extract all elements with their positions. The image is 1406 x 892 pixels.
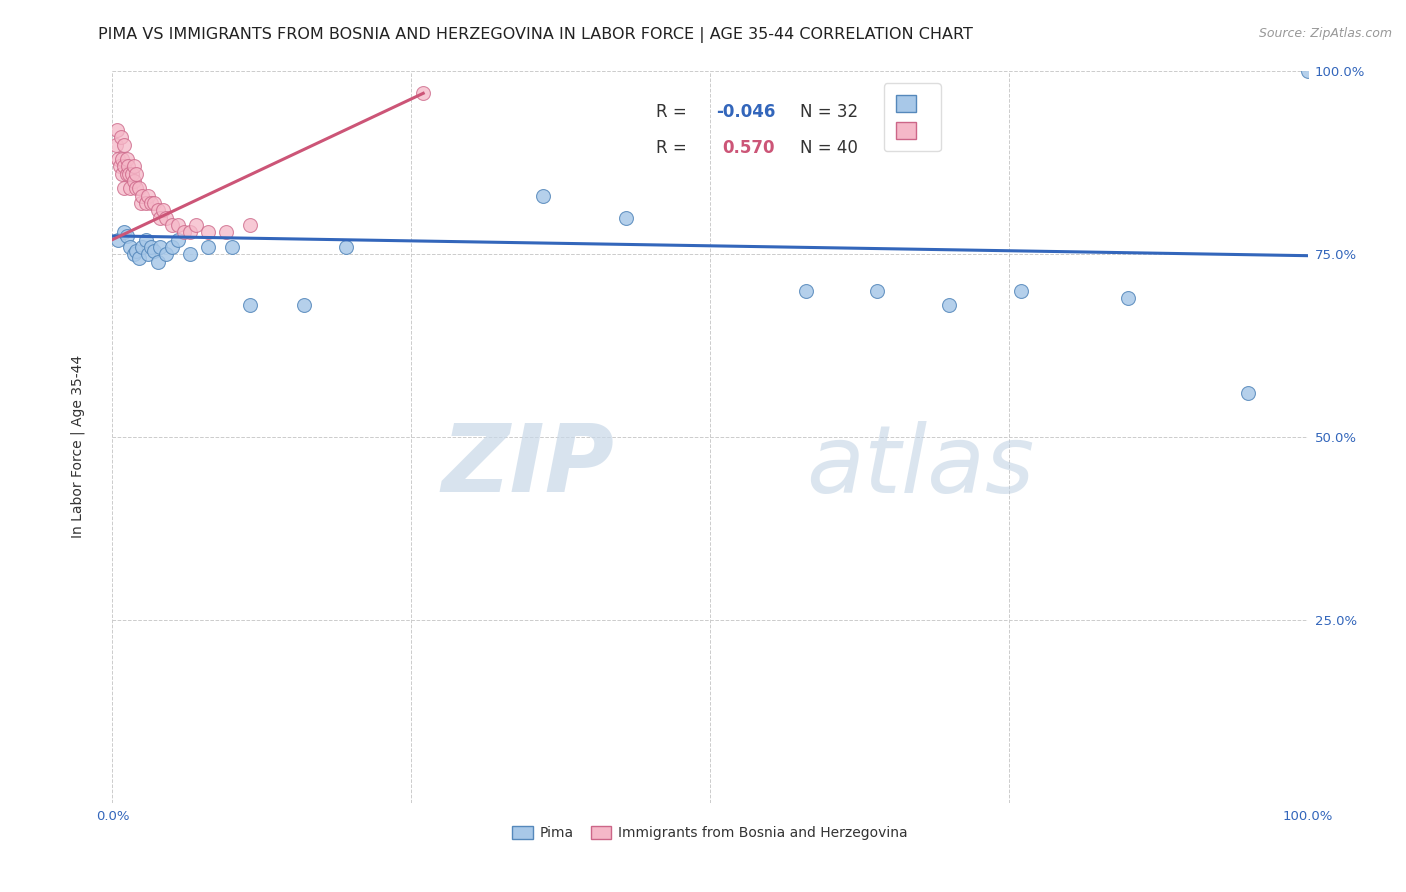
Point [186,218,208,232]
Point [167,233,190,247]
Point [114,181,135,195]
Text: N = 32: N = 32 [800,103,858,120]
Point [335,240,357,254]
Point [111,152,134,166]
Point [105,137,128,152]
Point [146,203,169,218]
Point [143,196,166,211]
Point [239,218,262,232]
Text: atlas: atlas [806,421,1033,512]
Point [117,160,139,174]
Text: R =: R = [657,139,692,157]
Point [616,211,638,225]
Point [1296,64,1319,78]
Point [152,203,174,218]
Point [292,298,315,312]
Point [197,240,219,254]
Point [239,298,262,312]
Point [115,167,138,181]
Point [125,167,148,181]
Point [115,228,138,243]
Point [1010,284,1032,298]
Point [531,188,554,202]
Point [111,167,134,181]
Point [114,137,135,152]
Point [162,218,183,232]
Point [105,123,128,137]
Legend: Pima, Immigrants from Bosnia and Herzegovina: Pima, Immigrants from Bosnia and Herzego… [505,819,915,847]
Point [143,244,166,258]
Point [131,188,153,202]
Point [162,240,183,254]
Point [125,181,148,195]
Point [131,240,153,254]
Point [114,160,135,174]
Point [135,233,157,247]
Text: In Labor Force | Age 35-44: In Labor Force | Age 35-44 [70,354,84,538]
Point [215,225,238,239]
Text: N = 40: N = 40 [800,139,858,157]
Point [167,218,190,232]
Point [120,181,142,195]
Point [139,196,162,211]
Point [197,225,219,239]
Point [1237,386,1260,401]
Text: PIMA VS IMMIGRANTS FROM BOSNIA AND HERZEGOVINA IN LABOR FORCE | AGE 35-44 CORREL: PIMA VS IMMIGRANTS FROM BOSNIA AND HERZE… [98,27,973,43]
Point [1118,291,1140,305]
Point [125,244,148,258]
Point [221,240,243,254]
Point [149,211,172,225]
Point [107,152,129,166]
Point [115,152,138,166]
Point [149,240,172,254]
Point [108,160,131,174]
Point [121,167,143,181]
Point [128,251,150,265]
Point [412,87,434,101]
Point [122,247,145,261]
Point [107,233,129,247]
Point [866,284,889,298]
Point [128,181,150,195]
Point [135,196,157,211]
Text: 0.570: 0.570 [723,139,775,157]
Point [138,188,160,202]
Point [794,284,817,298]
Point [155,247,177,261]
Point [114,225,135,239]
Point [122,160,145,174]
Point [118,167,141,181]
Point [139,240,162,254]
Point [146,254,169,268]
Point [122,174,145,188]
Point [155,211,177,225]
Point [138,247,160,261]
Point [179,247,201,261]
Text: R =: R = [657,103,692,120]
Point [173,225,195,239]
Point [938,298,960,312]
Text: ZIP: ZIP [441,420,614,512]
Point [179,225,201,239]
Point [120,240,142,254]
Text: -0.046: -0.046 [716,103,775,120]
Point [129,196,152,211]
Point [110,130,132,145]
Text: Source: ZipAtlas.com: Source: ZipAtlas.com [1258,27,1392,40]
